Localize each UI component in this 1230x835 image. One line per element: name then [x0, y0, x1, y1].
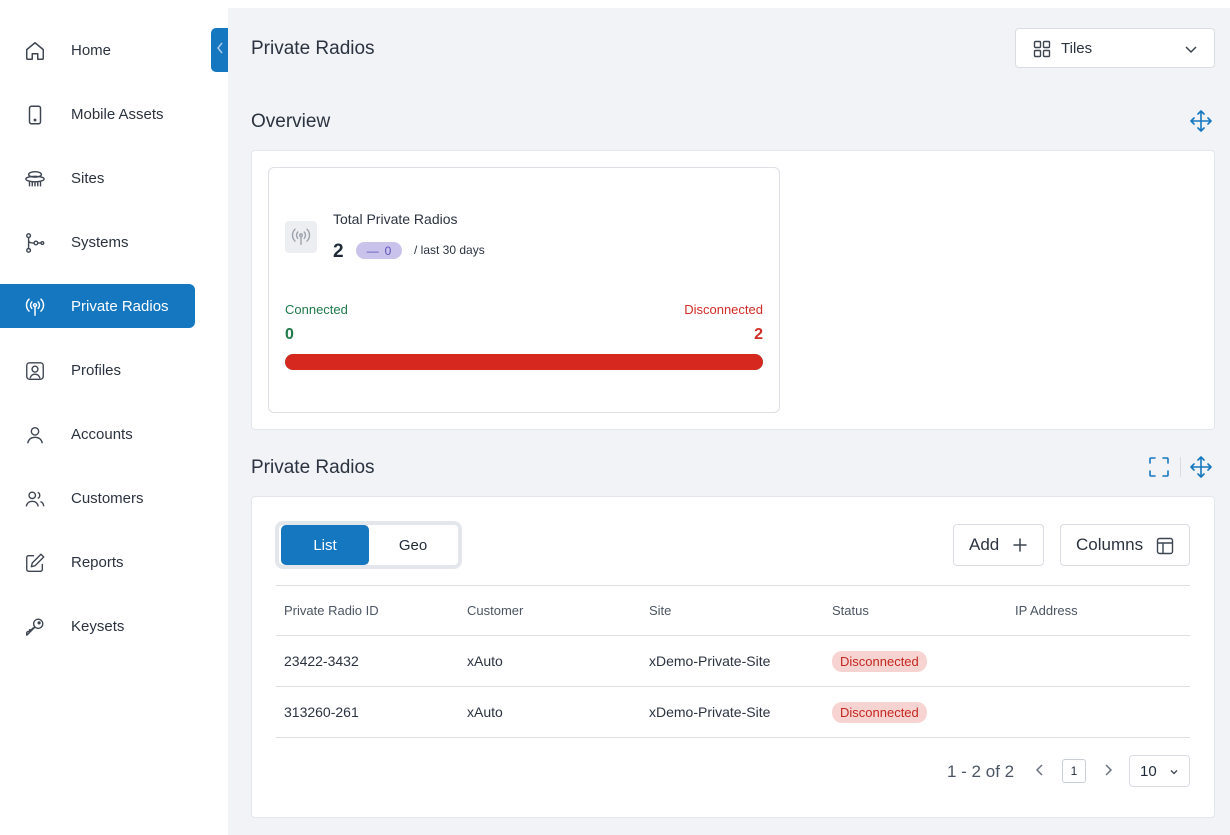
view-toggle: List Geo	[275, 521, 462, 569]
sidebar-item-label: Home	[71, 41, 112, 59]
sidebar-item-home[interactable]: Home	[0, 28, 195, 72]
column-header[interactable]: Status	[832, 603, 869, 618]
sidebar-item-label: Customers	[71, 489, 144, 507]
status-cell: Disconnected	[832, 687, 927, 737]
total-private-radios-tile: Total Private Radios 2 — 0 / last 30 day…	[268, 167, 780, 413]
sidebar-item-private-radios[interactable]: Private Radios	[0, 284, 195, 328]
sidebar-item-accounts[interactable]: Accounts	[0, 412, 195, 456]
column-header[interactable]: IP Address	[1015, 603, 1078, 618]
sidebar-item-systems[interactable]: Systems	[0, 220, 195, 264]
customer-cell: xAuto	[467, 653, 503, 669]
page-size-value: 10	[1140, 762, 1157, 780]
add-button[interactable]: Add	[953, 524, 1044, 566]
disconnected-label: Disconnected	[684, 302, 763, 317]
radio-tower-icon	[285, 221, 317, 253]
table-row[interactable]: 23422-3432 xAuto xDemo-Private-Site Disc…	[276, 636, 1190, 687]
list-view-button[interactable]: List	[281, 525, 369, 565]
delta-badge: — 0	[356, 242, 402, 259]
disconnected-bar-fill	[285, 354, 763, 370]
sidebar-collapse-button[interactable]	[211, 28, 228, 72]
sidebar-item-label: Profiles	[71, 361, 122, 379]
radio-icon	[23, 295, 47, 319]
sidebar-item-mobile-assets[interactable]: Mobile Assets	[0, 92, 195, 136]
mobile-icon	[23, 103, 47, 127]
geo-view-button[interactable]: Geo	[398, 536, 428, 554]
plus-icon	[1012, 537, 1028, 558]
page-number-button[interactable]: 1	[1062, 759, 1086, 783]
column-header[interactable]: Private Radio ID	[284, 603, 379, 618]
sidebar: Home Mobile Assets Sites Systems Private…	[0, 0, 228, 835]
status-badge: Disconnected	[832, 701, 927, 723]
tile-title: Total Private Radios	[333, 211, 458, 227]
key-icon	[23, 615, 47, 639]
prev-page-button[interactable]	[1030, 762, 1050, 782]
columns-button-label: Columns	[1076, 535, 1144, 554]
chevron-down-icon	[1184, 42, 1198, 61]
sidebar-item-customers[interactable]: Customers	[0, 476, 195, 520]
table-columns-icon	[1156, 537, 1174, 560]
view-mode-select[interactable]: Tiles	[1015, 28, 1215, 68]
connection-progress-bar	[285, 354, 763, 370]
chevron-left-icon	[216, 41, 224, 59]
delta-sign: —	[366, 243, 379, 258]
tile-count: 2	[333, 241, 344, 262]
connected-value: 0	[285, 326, 294, 343]
radios-section-title: Private Radios	[251, 457, 375, 478]
chevron-down-icon	[1169, 764, 1179, 781]
overview-panel: Total Private Radios 2 — 0 / last 30 day…	[251, 150, 1215, 430]
user-icon	[23, 423, 47, 447]
pagination-range: 1 - 2 of 2	[947, 762, 1015, 781]
move-icon[interactable]	[1189, 109, 1213, 133]
edit-icon	[23, 551, 47, 575]
chevron-right-icon	[1103, 763, 1113, 782]
radios-panel: List Geo Add Columns Private Radio ID Cu…	[251, 496, 1215, 818]
sidebar-item-sites[interactable]: Sites	[0, 156, 195, 200]
radio-id-cell: 313260-261	[284, 704, 359, 720]
sidebar-item-reports[interactable]: Reports	[0, 540, 195, 584]
column-header[interactable]: Customer	[467, 603, 524, 618]
sidebar-item-label: Mobile Assets	[71, 105, 164, 123]
radio-id-cell: 23422-3432	[284, 653, 359, 669]
table-row[interactable]: 313260-261 xAuto xDemo-Private-Site Disc…	[276, 687, 1190, 738]
profile-icon	[23, 359, 47, 383]
sidebar-item-profiles[interactable]: Profiles	[0, 348, 195, 392]
sidebar-item-keysets[interactable]: Keysets	[0, 604, 195, 648]
column-header[interactable]: Site	[649, 603, 672, 618]
site-cell: xDemo-Private-Site	[649, 704, 771, 720]
page-size-select[interactable]: 10	[1129, 755, 1190, 787]
view-mode-value: Tiles	[1061, 39, 1093, 57]
move-icon[interactable]	[1189, 455, 1213, 479]
home-icon	[23, 39, 47, 63]
users-icon	[23, 487, 47, 511]
table-header-row: Private Radio ID Customer Site Status IP…	[276, 585, 1190, 636]
sidebar-item-label: Keysets	[71, 617, 125, 635]
main-content: Private Radios Tiles Overview Total Priv…	[228, 8, 1230, 835]
chevron-left-icon	[1035, 763, 1045, 782]
divider	[1180, 457, 1181, 477]
period-label: / last 30 days	[414, 243, 485, 257]
status-cell: Disconnected	[832, 636, 927, 686]
sidebar-item-label: Private Radios	[71, 297, 169, 315]
connected-label: Connected	[285, 302, 348, 317]
site-cell: xDemo-Private-Site	[649, 653, 771, 669]
sidebar-item-label: Systems	[71, 233, 129, 251]
next-page-button[interactable]	[1098, 762, 1118, 782]
sidebar-item-label: Reports	[71, 553, 124, 571]
sidebar-item-label: Accounts	[71, 425, 133, 443]
private-radios-table: Private Radio ID Customer Site Status IP…	[276, 585, 1190, 738]
status-badge: Disconnected	[832, 650, 927, 672]
disconnected-value: 2	[754, 326, 763, 343]
delta-value: 0	[384, 243, 392, 258]
overview-title: Overview	[251, 111, 331, 132]
sidebar-item-label: Sites	[71, 169, 105, 187]
add-button-label: Add	[969, 535, 1000, 554]
sites-icon	[23, 167, 47, 191]
page-title: Private Radios	[251, 38, 375, 59]
columns-button[interactable]: Columns	[1060, 524, 1190, 566]
systems-icon	[23, 231, 47, 255]
customer-cell: xAuto	[467, 704, 503, 720]
grid-icon	[1033, 40, 1051, 63]
fullscreen-icon[interactable]	[1147, 455, 1171, 479]
